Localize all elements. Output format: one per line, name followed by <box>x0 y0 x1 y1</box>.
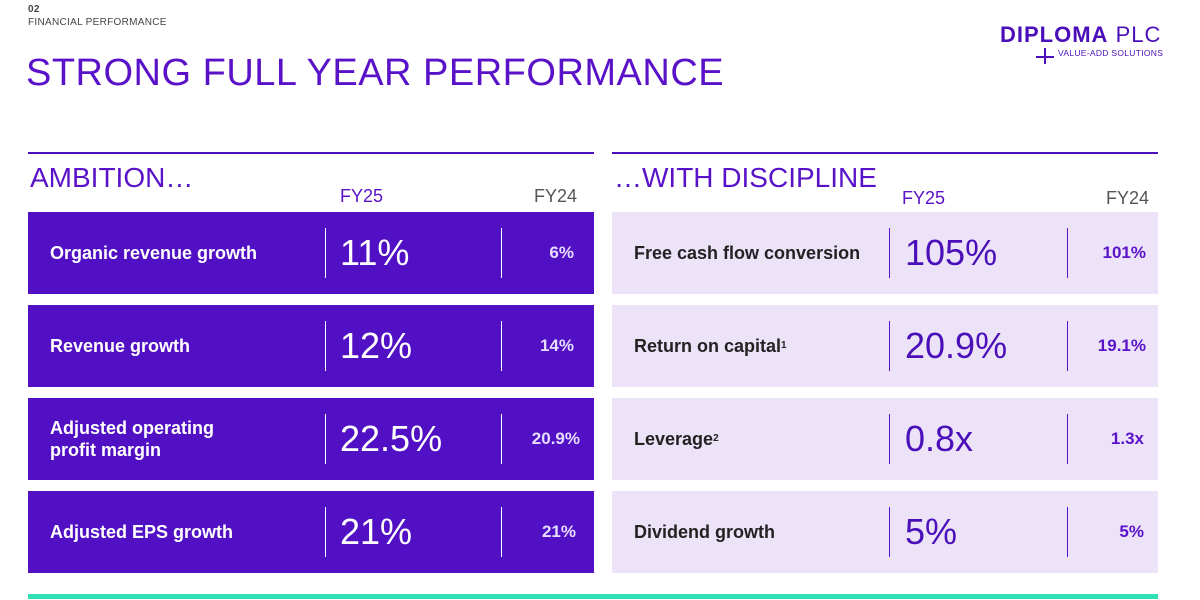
metric-fy25-value: 11% <box>340 232 410 273</box>
metric-label-text: Dividend growth <box>634 522 775 542</box>
ambition-row: Adjusted EPS growth 21% 21% <box>28 491 594 573</box>
panel-divider <box>28 152 594 154</box>
row-divider <box>325 321 326 371</box>
row-divider <box>325 414 326 464</box>
logo-brand-bold: DIPLOMA <box>1000 22 1109 47</box>
logo-tagline: VALUE-ADD SOLUTIONS <box>1058 48 1164 58</box>
diploma-logo: DIPLOMA PLC VALUE-ADD SOLUTIONS <box>1000 22 1165 64</box>
discipline-row: Free cash flow conversion 105% 101% <box>612 212 1158 294</box>
discipline-title: …WITH DISCIPLINE <box>614 162 877 193</box>
ambition-panel: AMBITION… FY25 FY24 Organic revenue grow… <box>28 152 594 573</box>
metric-fy24-value: 1.3x <box>1110 429 1144 448</box>
discipline-row: Return on capital 1 20.9% 19.1% <box>612 305 1158 387</box>
ambition-fy25-header: FY25 <box>340 186 384 206</box>
row-divider <box>501 321 502 371</box>
logo-brand-light: PLC <box>1108 22 1162 47</box>
ambition-row: Organic revenue growth 11% 6% <box>28 212 594 294</box>
metric-label: Adjusted operating profit margin <box>50 418 215 460</box>
row-divider <box>889 321 890 371</box>
row-divider <box>889 507 890 557</box>
row-divider <box>1067 507 1068 557</box>
metric-fy24-value: 19.1% <box>1097 336 1146 355</box>
panel-divider <box>612 152 1158 154</box>
metric-label: Adjusted EPS growth <box>50 522 234 542</box>
discipline-fy24-header: FY24 <box>1106 188 1150 208</box>
logo-cross-icon-bar <box>1036 56 1054 58</box>
discipline-fy25-header: FY25 <box>902 188 946 208</box>
metric-fy24-value: 14% <box>539 336 574 355</box>
row-divider <box>1067 228 1068 278</box>
metric-label: Leverage 2 <box>634 398 719 480</box>
discipline-row: Leverage 2 0.8x 1.3x <box>612 398 1158 480</box>
row-divider <box>501 414 502 464</box>
metric-label-text: Leverage <box>634 429 714 449</box>
metric-fy25-value: 20.9% <box>905 325 1008 366</box>
row-divider <box>889 414 890 464</box>
discipline-row: Dividend growth 5% 5% <box>612 491 1158 573</box>
metric-fy25-value: 21% <box>340 511 413 552</box>
metric-fy25-value: 0.8x <box>905 418 974 459</box>
logo-wordmark: DIPLOMA PLC <box>1000 22 1161 48</box>
row-divider <box>1067 414 1068 464</box>
row-divider <box>1067 321 1068 371</box>
metric-fy24-value: 5% <box>1119 522 1144 541</box>
ambition-fy24-header: FY24 <box>534 186 578 206</box>
accent-bar <box>28 594 1158 599</box>
row-divider <box>325 228 326 278</box>
metric-label-text: Free cash flow conversion <box>634 243 861 263</box>
page-title: STRONG FULL YEAR PERFORMANCE <box>26 52 725 94</box>
ambition-title: AMBITION… <box>30 162 194 193</box>
ambition-row: Revenue growth 12% 14% <box>28 305 594 387</box>
metric-label: Revenue growth <box>50 336 191 356</box>
metric-fy24-value: 20.9% <box>531 429 580 448</box>
ambition-row: Adjusted operating profit margin 22.5% 2… <box>28 398 594 480</box>
metric-fy24-value: 6% <box>549 243 574 262</box>
row-divider <box>501 507 502 557</box>
metric-fy25-value: 105% <box>905 232 998 273</box>
row-divider <box>501 228 502 278</box>
footnote-marker: 1 <box>781 340 787 351</box>
metric-fy24-value: 21% <box>541 522 576 541</box>
section-name: FINANCIAL PERFORMANCE <box>28 17 167 28</box>
metric-fy25-value: 5% <box>905 511 958 552</box>
metric-label: Organic revenue growth <box>50 243 258 263</box>
metric-label: Return on capital 1 <box>634 305 787 387</box>
metric-label-text: Return on capital <box>634 336 782 356</box>
row-divider <box>889 228 890 278</box>
metric-label: Dividend growth <box>634 491 775 573</box>
row-divider <box>325 507 326 557</box>
section-number: 02 <box>28 4 40 15</box>
metric-fy25-value: 22.5% <box>340 418 443 459</box>
footnote-marker: 2 <box>713 433 719 444</box>
discipline-panel: …WITH DISCIPLINE FY25 FY24 Free cash flo… <box>612 152 1158 573</box>
metric-fy25-value: 12% <box>340 325 413 366</box>
metric-fy24-value: 101% <box>1102 243 1146 262</box>
metric-label: Free cash flow conversion <box>634 212 860 294</box>
